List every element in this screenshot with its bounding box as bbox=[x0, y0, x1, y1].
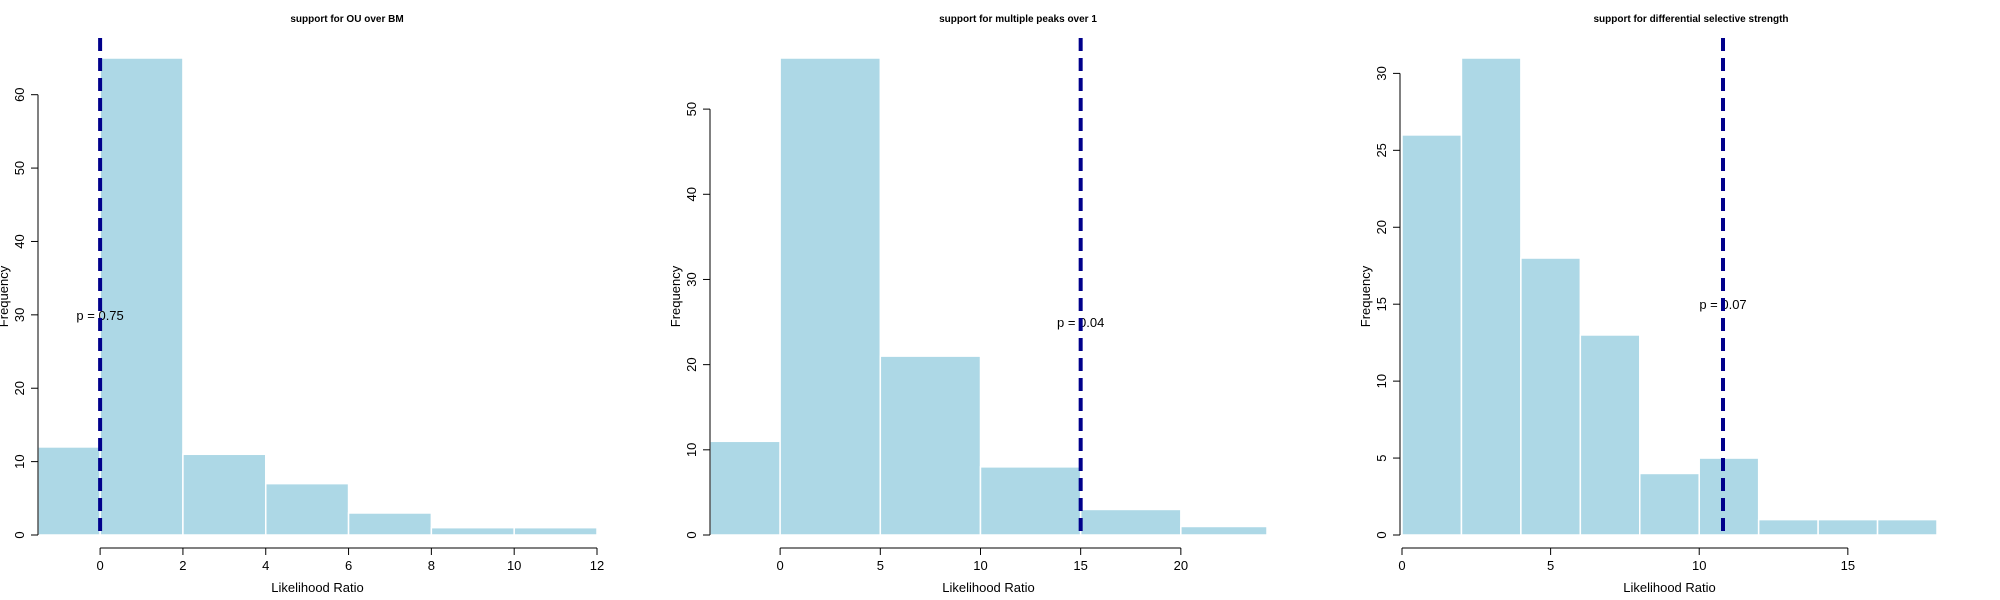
x-tick-label: 12 bbox=[590, 558, 604, 573]
x-tick-label: 15 bbox=[1073, 558, 1087, 573]
y-axis-label: Frequency bbox=[668, 265, 683, 327]
histogram-bar bbox=[347, 512, 433, 536]
x-tick-label: 20 bbox=[1174, 558, 1188, 573]
y-tick-label: 10 bbox=[1374, 374, 1389, 388]
y-tick-label: 60 bbox=[12, 87, 27, 101]
x-tick-label: 2 bbox=[179, 558, 186, 573]
histogram-bar bbox=[1757, 518, 1819, 536]
y-tick-label: 0 bbox=[12, 531, 27, 538]
y-tick-label: 40 bbox=[684, 187, 699, 201]
chart-title: support for differential selective stren… bbox=[1593, 14, 1788, 25]
y-tick-label: 5 bbox=[1374, 454, 1389, 461]
x-tick-label: 4 bbox=[262, 558, 269, 573]
histogram-bar bbox=[264, 482, 350, 536]
x-tick-label: 5 bbox=[877, 558, 884, 573]
chart-title: support for OU over BM bbox=[290, 14, 403, 25]
y-tick-label: 20 bbox=[1374, 220, 1389, 234]
x-axis-label: Likelihood Ratio bbox=[271, 580, 364, 595]
histogram-bar bbox=[182, 453, 267, 536]
histogram-bar bbox=[99, 57, 184, 536]
y-tick-label: 20 bbox=[12, 381, 27, 395]
y-tick-label: 50 bbox=[12, 161, 27, 175]
histogram-bar bbox=[1876, 518, 1938, 536]
histogram-bar bbox=[1698, 457, 1760, 536]
histogram-bar bbox=[1180, 525, 1268, 536]
y-tick-label: 40 bbox=[12, 234, 27, 248]
y-tick-label: 20 bbox=[684, 357, 699, 371]
y-axis-label: Frequency bbox=[0, 265, 11, 327]
x-tick-label: 6 bbox=[345, 558, 352, 573]
panel-multiple-peaks: support for multiple peaks over 1 0 10 20 30… bbox=[668, 14, 1268, 595]
x-tick-label: 0 bbox=[1398, 558, 1405, 573]
histogram-bar bbox=[1579, 334, 1641, 536]
histogram-bar bbox=[779, 57, 882, 536]
y-tick-label: 0 bbox=[684, 531, 699, 538]
y-axis-label: Frequency bbox=[1358, 265, 1373, 327]
panel-ou-over-bm: support for OU over BM0102030405060Frequ… bbox=[0, 14, 604, 595]
x-tick-label: 0 bbox=[96, 558, 103, 573]
histogram-bar bbox=[1639, 472, 1700, 536]
y-tick-label: 30 bbox=[1374, 66, 1389, 80]
y-tick-label: 30 bbox=[684, 272, 699, 286]
y-tick-label: 25 bbox=[1374, 143, 1389, 157]
x-axis-label: Likelihood Ratio bbox=[1623, 580, 1716, 595]
histogram-bar bbox=[709, 440, 781, 536]
chart-title: support for multiple peaks over 1 bbox=[939, 14, 1097, 25]
x-tick-label: 10 bbox=[507, 558, 521, 573]
x-tick-label: 15 bbox=[1841, 558, 1855, 573]
histogram-bar bbox=[1401, 134, 1463, 536]
x-tick-label: 5 bbox=[1547, 558, 1554, 573]
histogram-bar bbox=[1079, 508, 1182, 536]
x-tick-label: 10 bbox=[973, 558, 987, 573]
histogram-bar bbox=[430, 526, 515, 536]
histogram-bar bbox=[1520, 257, 1582, 536]
y-tick-label: 10 bbox=[684, 443, 699, 457]
histogram-bar bbox=[1817, 518, 1879, 536]
x-tick-label: 10 bbox=[1692, 558, 1706, 573]
y-tick-label: 0 bbox=[1374, 531, 1389, 538]
histogram-bar bbox=[979, 466, 1082, 536]
y-tick-label: 10 bbox=[12, 454, 27, 468]
histogram-bar bbox=[37, 446, 101, 536]
x-tick-label: 8 bbox=[428, 558, 435, 573]
y-tick-label: 30 bbox=[12, 308, 27, 322]
histogram-bar bbox=[1460, 57, 1522, 536]
y-tick-label: 15 bbox=[1374, 297, 1389, 311]
x-axis-label: Likelihood Ratio bbox=[942, 580, 1035, 595]
y-tick-label: 50 bbox=[684, 102, 699, 116]
histogram-bar bbox=[513, 526, 598, 536]
p-value-annotation: p = 0.75 bbox=[76, 308, 123, 323]
panel-differential-selective-strength: support for differential selective stren… bbox=[1358, 14, 1938, 595]
x-tick-label: 0 bbox=[777, 558, 784, 573]
histogram-bar bbox=[879, 355, 982, 536]
